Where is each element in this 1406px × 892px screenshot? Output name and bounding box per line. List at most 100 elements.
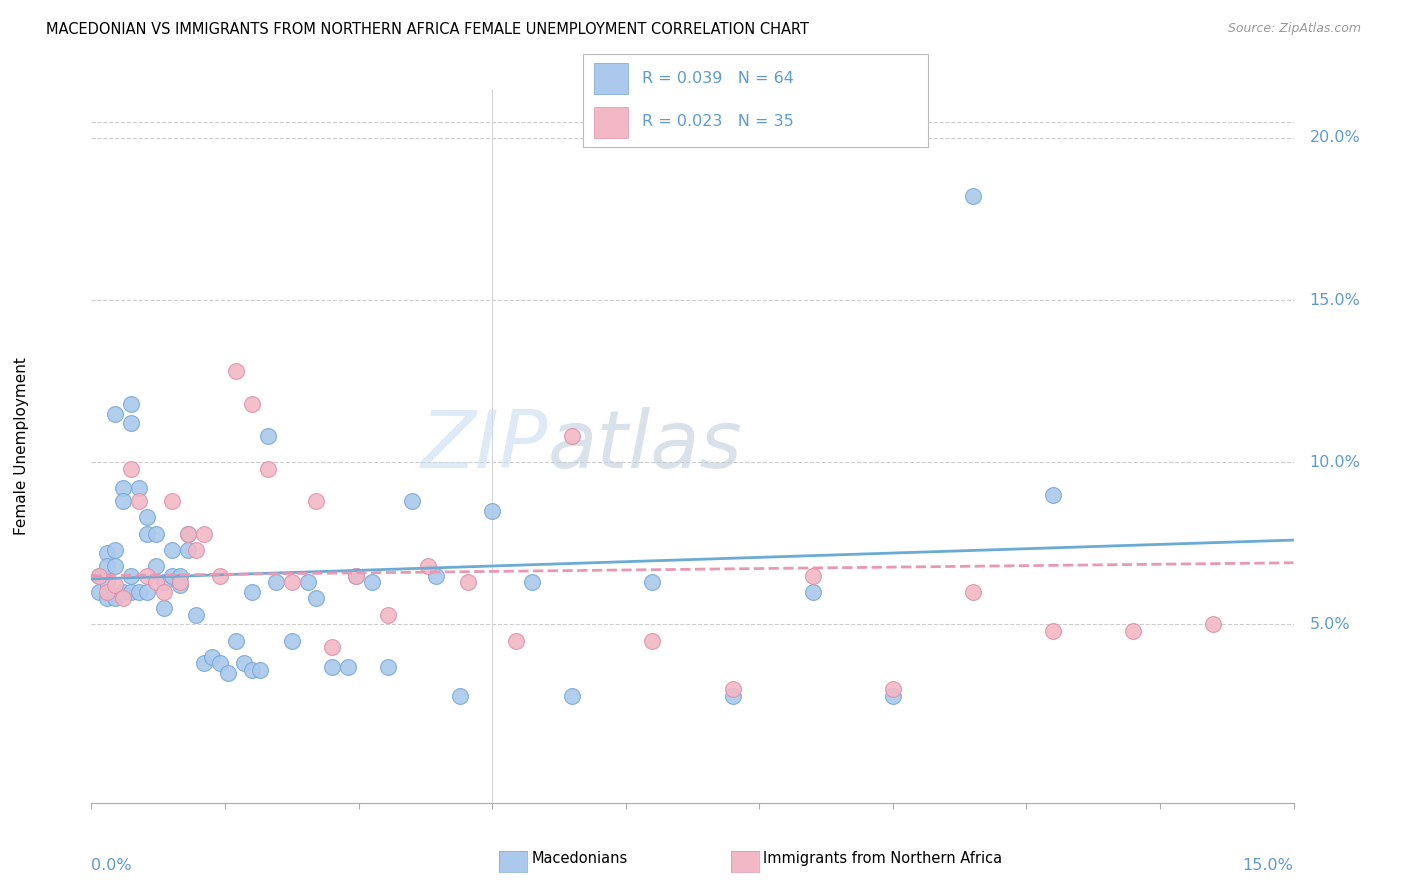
Point (89, 585, 111, 599)
Bar (593, 107, 628, 138)
Point (232, 657, 254, 671)
Text: 10.0%: 10.0% (1309, 455, 1361, 470)
Point (240, 663, 263, 677)
Text: Immigrants from Northern Africa: Immigrants from Northern Africa (763, 851, 1002, 865)
Point (112, 585, 135, 599)
Point (561, 429, 583, 443)
Point (801, 585, 824, 599)
Point (184, 542, 207, 557)
Point (240, 397, 263, 411)
Text: R = 0.023   N = 35: R = 0.023 N = 35 (643, 114, 794, 129)
Point (336, 659, 359, 673)
Point (641, 575, 664, 590)
Point (121, 461, 143, 475)
Point (145, 575, 167, 590)
Text: 15.0%: 15.0% (1309, 293, 1361, 308)
Point (112, 591, 135, 606)
Point (721, 682, 744, 697)
Point (962, 189, 984, 203)
Point (882, 689, 904, 703)
Point (145, 526, 167, 541)
Point (305, 494, 328, 508)
Point (377, 607, 399, 622)
Point (160, 568, 183, 582)
Point (184, 607, 207, 622)
Point (962, 585, 984, 599)
Point (136, 568, 159, 582)
Point (104, 407, 127, 421)
Text: 15.0%: 15.0% (1243, 858, 1294, 873)
Point (136, 526, 159, 541)
Point (249, 663, 271, 677)
Point (104, 578, 127, 592)
Point (89, 568, 111, 582)
Point (208, 568, 231, 582)
Point (121, 417, 143, 431)
Text: Female Unemployment: Female Unemployment (14, 357, 30, 535)
Point (377, 659, 399, 673)
Point (176, 526, 198, 541)
Text: MACEDONIAN VS IMMIGRANTS FROM NORTHERN AFRICA FEMALE UNEMPLOYMENT CORRELATION CH: MACEDONIAN VS IMMIGRANTS FROM NORTHERN A… (46, 22, 810, 37)
Point (481, 504, 503, 518)
Point (121, 568, 143, 582)
Point (112, 481, 135, 495)
Point (449, 689, 471, 703)
Point (136, 585, 159, 599)
Point (256, 429, 278, 443)
Point (281, 633, 304, 648)
Text: ZIP: ZIP (420, 407, 548, 485)
Point (128, 481, 150, 495)
Point (321, 640, 343, 654)
Point (160, 542, 183, 557)
Point (416, 559, 439, 574)
Point (344, 568, 367, 582)
Point (1042, 488, 1064, 502)
Point (344, 568, 367, 582)
Point (176, 526, 198, 541)
Text: 5.0%: 5.0% (1309, 617, 1350, 632)
Point (321, 659, 343, 673)
Point (1042, 624, 1064, 638)
Point (128, 494, 150, 508)
Point (104, 591, 127, 606)
Text: Source: ZipAtlas.com: Source: ZipAtlas.com (1227, 22, 1361, 36)
Point (104, 542, 127, 557)
Point (240, 585, 263, 599)
Text: R = 0.039   N = 64: R = 0.039 N = 64 (643, 70, 794, 86)
Point (96, 575, 118, 590)
Point (641, 633, 664, 648)
Text: 20.0%: 20.0% (1309, 130, 1360, 145)
Point (882, 682, 904, 697)
Point (152, 601, 174, 615)
Point (264, 575, 287, 590)
Point (256, 461, 278, 475)
Point (1202, 617, 1225, 632)
Point (425, 568, 447, 582)
Point (169, 578, 191, 592)
Point (104, 559, 127, 574)
Point (721, 689, 744, 703)
Point (457, 575, 479, 590)
Point (217, 666, 239, 681)
Text: 0.0%: 0.0% (91, 858, 132, 873)
Point (281, 575, 304, 590)
Point (136, 510, 159, 524)
Point (152, 575, 174, 590)
Point (169, 575, 191, 590)
Point (297, 575, 319, 590)
Point (801, 568, 824, 582)
Point (145, 559, 167, 574)
Point (169, 568, 191, 582)
Point (360, 575, 382, 590)
Text: Macedonians: Macedonians (531, 851, 627, 865)
Point (505, 633, 527, 648)
Point (96, 585, 118, 599)
Point (1122, 624, 1144, 638)
Point (305, 591, 328, 606)
Point (89, 568, 111, 582)
Point (152, 585, 174, 599)
Point (201, 649, 224, 664)
Point (208, 657, 231, 671)
Point (401, 494, 423, 508)
Point (225, 364, 247, 378)
